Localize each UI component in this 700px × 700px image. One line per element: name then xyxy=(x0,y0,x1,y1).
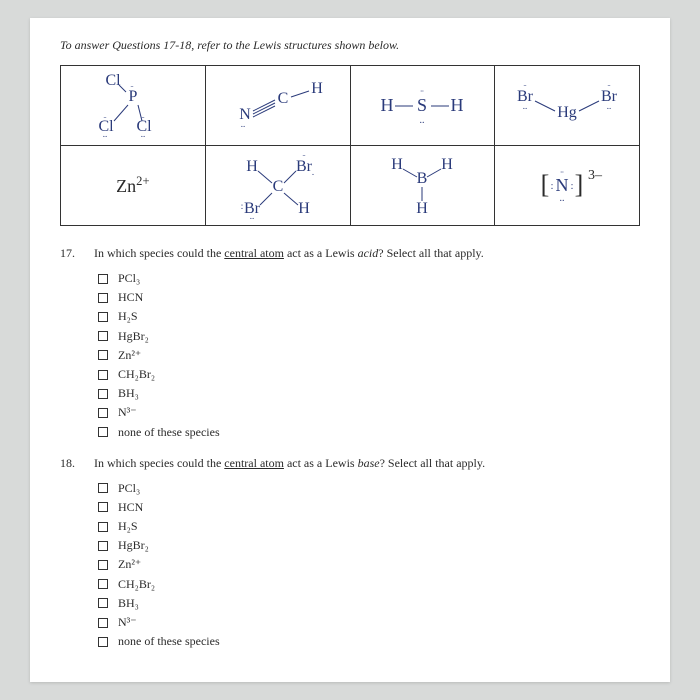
q17-em: acid xyxy=(358,246,379,260)
opt-label: BH₃ xyxy=(118,594,139,613)
instruction-text: To answer Questions 17-18, refer to the … xyxy=(60,38,640,53)
q17-pre: In which species could the xyxy=(94,246,224,260)
opt-label: HgBr₂ xyxy=(118,327,149,346)
opt-label: N³⁻ xyxy=(118,613,137,632)
cell-ch2br2: C H Br¨. Br..: H xyxy=(205,146,350,226)
checkbox[interactable] xyxy=(98,637,108,647)
opt-label: BH₃ xyxy=(118,384,139,403)
svg-text:C: C xyxy=(277,90,288,107)
cell-zn: Zn2+ xyxy=(61,146,206,226)
svg-text:H: H xyxy=(392,156,404,173)
checkbox[interactable] xyxy=(98,579,108,589)
cell-hcn: N .. C H xyxy=(205,66,350,146)
svg-text:..: .. xyxy=(560,193,565,204)
svg-text:]: ] xyxy=(575,170,584,199)
lewis-table: P Cl¨ Cl¨.. Cl¨.. ¨ N .. xyxy=(60,65,640,226)
question-17: 17. In which species could the central a… xyxy=(60,246,640,442)
svg-text:..: .. xyxy=(103,129,108,139)
q17-text: In which species could the central atom … xyxy=(94,246,640,442)
svg-text:H: H xyxy=(298,200,310,217)
q17-tail: ? Select all that apply. xyxy=(378,246,484,260)
svg-text:H: H xyxy=(246,158,258,175)
cell-pcl3: P Cl¨ Cl¨.. Cl¨.. ¨ xyxy=(61,66,206,146)
opt-label: CH₂Br₂ xyxy=(118,575,155,594)
svg-text:H: H xyxy=(442,156,454,173)
q18-em: base xyxy=(358,456,380,470)
svg-text:H: H xyxy=(381,95,394,115)
svg-text::: : xyxy=(240,201,243,211)
checkbox[interactable] xyxy=(98,502,108,512)
checkbox[interactable] xyxy=(98,618,108,628)
checkbox[interactable] xyxy=(98,293,108,303)
checkbox[interactable] xyxy=(98,350,108,360)
checkbox[interactable] xyxy=(98,598,108,608)
opt-label: PCl₃ xyxy=(118,269,140,288)
svg-text:..: .. xyxy=(141,129,146,139)
q18-u: central atom xyxy=(224,456,284,470)
q17-options: PCl₃ HCN H₂S HgBr₂ Zn²⁺ CH₂Br₂ BH₃ N³⁻ n… xyxy=(98,269,640,442)
checkbox[interactable] xyxy=(98,331,108,341)
cell-n3: [ N : : ¨ .. ] 3– xyxy=(495,146,640,226)
cell-hgbr2: Br¨.. Hg Br¨.. xyxy=(495,66,640,146)
checkbox[interactable] xyxy=(98,427,108,437)
checkbox[interactable] xyxy=(98,370,108,380)
opt-label: Zn²⁺ xyxy=(118,346,141,365)
checkbox[interactable] xyxy=(98,541,108,551)
svg-text:Hg: Hg xyxy=(557,104,577,121)
checkbox[interactable] xyxy=(98,483,108,493)
opt-label: Zn²⁺ xyxy=(118,555,141,574)
q18-text: In which species could the central atom … xyxy=(94,456,640,652)
svg-text:.: . xyxy=(312,167,314,177)
svg-text:..: .. xyxy=(240,119,245,129)
q18-post: act as a Lewis xyxy=(284,456,358,470)
opt-label: none of these species xyxy=(118,632,220,651)
checkbox[interactable] xyxy=(98,389,108,399)
worksheet-page: To answer Questions 17-18, refer to the … xyxy=(30,18,670,682)
svg-text:H: H xyxy=(417,200,429,217)
svg-text:..: .. xyxy=(523,101,528,111)
checkbox[interactable] xyxy=(98,560,108,570)
question-18: 18. In which species could the central a… xyxy=(60,456,640,652)
opt-label: H₂S xyxy=(118,517,138,536)
q17-u: central atom xyxy=(224,246,284,260)
svg-text:¨: ¨ xyxy=(608,83,611,93)
checkbox[interactable] xyxy=(98,408,108,418)
opt-label: none of these species xyxy=(118,423,220,442)
opt-label: PCl₃ xyxy=(118,479,140,498)
opt-label: HgBr₂ xyxy=(118,536,149,555)
svg-text:¨: ¨ xyxy=(130,84,133,94)
svg-text:B: B xyxy=(417,170,428,187)
q17-post: act as a Lewis xyxy=(284,246,358,260)
svg-text:[: [ xyxy=(541,170,550,199)
svg-text:..: .. xyxy=(249,211,254,221)
svg-text:¨: ¨ xyxy=(103,115,106,125)
checkbox[interactable] xyxy=(98,522,108,532)
q18-number: 18. xyxy=(60,456,84,652)
opt-label: CH₂Br₂ xyxy=(118,365,155,384)
svg-text::: : xyxy=(551,181,554,192)
svg-text:H: H xyxy=(451,95,464,115)
q18-tail: ? Select all that apply. xyxy=(380,456,486,470)
checkbox[interactable] xyxy=(98,312,108,322)
svg-text:¨: ¨ xyxy=(524,83,527,93)
opt-label: H₂S xyxy=(118,307,138,326)
svg-text:C: C xyxy=(272,178,283,195)
svg-text:¨: ¨ xyxy=(302,153,305,163)
svg-text:3–: 3– xyxy=(588,168,603,183)
cell-bh3: B H H H xyxy=(350,146,495,226)
opt-label: HCN xyxy=(118,288,143,307)
svg-text:H: H xyxy=(311,81,323,97)
checkbox[interactable] xyxy=(98,274,108,284)
cell-h2s: H S ¨ .. H xyxy=(350,66,495,146)
q18-pre: In which species could the xyxy=(94,456,224,470)
opt-label: N³⁻ xyxy=(118,403,137,422)
svg-text::: : xyxy=(571,181,574,192)
q18-options: PCl₃ HCN H₂S HgBr₂ Zn²⁺ CH₂Br₂ BH₃ N³⁻ n… xyxy=(98,479,640,652)
q17-number: 17. xyxy=(60,246,84,442)
svg-text:..: .. xyxy=(607,101,612,111)
opt-label: HCN xyxy=(118,498,143,517)
svg-text:..: .. xyxy=(420,115,425,126)
svg-text:¨: ¨ xyxy=(110,73,113,79)
